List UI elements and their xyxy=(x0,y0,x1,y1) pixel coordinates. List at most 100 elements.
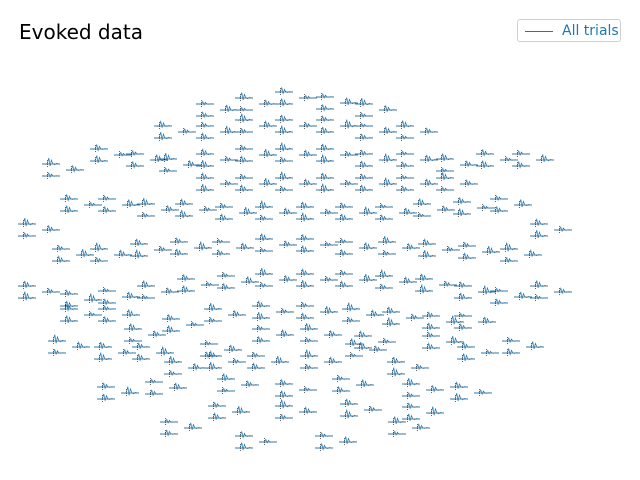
sensor-plot xyxy=(235,242,255,252)
sensor-trace-all-trials xyxy=(258,178,278,187)
sensor-trace-all-trials xyxy=(401,242,421,251)
sensor-trace-all-trials xyxy=(377,236,397,245)
sensor-plot xyxy=(174,210,194,220)
sensor-plot xyxy=(17,291,37,302)
sensor-trace-all-trials xyxy=(93,341,113,349)
sensor-trace-all-trials xyxy=(17,280,37,288)
sensor-plot xyxy=(319,276,339,284)
sensor-trace-all-trials xyxy=(511,160,531,169)
sensor-plot xyxy=(274,390,294,400)
sensor-trace-all-trials xyxy=(341,316,361,324)
sensor-trace-all-trials xyxy=(274,413,294,421)
sensor-trace-all-trials xyxy=(344,338,364,346)
sensor-group xyxy=(41,158,85,180)
sensor-trace-all-trials xyxy=(438,280,458,288)
sensor-trace-all-trials xyxy=(17,218,37,227)
sensor-plot xyxy=(334,279,354,290)
sensor-plot xyxy=(203,349,223,360)
sensor-trace-all-trials xyxy=(489,195,509,202)
sensor-group xyxy=(452,196,496,218)
sensor-plot xyxy=(298,94,318,102)
sensor-plot xyxy=(315,154,335,165)
sensor-plot xyxy=(234,430,254,440)
sensor-plot xyxy=(354,184,374,194)
sensor-trace-all-trials xyxy=(234,113,254,123)
sensor-trace-all-trials xyxy=(234,127,254,135)
sensor-plot xyxy=(278,206,298,217)
sensor-plot xyxy=(160,287,180,296)
sensor-plot xyxy=(17,280,37,290)
sensor-group xyxy=(203,349,247,372)
sensor-trace-all-trials xyxy=(374,203,394,209)
sensor-trace-all-trials xyxy=(153,132,173,141)
sensor-plot xyxy=(295,233,315,243)
sensor-trace-all-trials xyxy=(315,172,335,180)
sensor-plot xyxy=(125,160,145,170)
sensor-trace-all-trials xyxy=(319,306,339,315)
sensor-plot xyxy=(97,287,117,295)
sensor-trace-all-trials xyxy=(129,238,149,246)
sensor-group xyxy=(334,269,378,290)
sensor-group xyxy=(234,430,278,452)
sensor-trace-all-trials xyxy=(378,104,398,113)
sensor-plot xyxy=(453,323,473,332)
sensor-trace-all-trials xyxy=(89,155,109,163)
sensor-group xyxy=(144,378,188,398)
sensor-trace-all-trials xyxy=(419,127,439,135)
sensor-trace-all-trials xyxy=(529,217,549,226)
sensor-trace-all-trials xyxy=(395,120,415,129)
sensor-trace-all-trials xyxy=(414,273,434,281)
sensor-trace-all-trials xyxy=(278,206,298,215)
sensor-plot xyxy=(341,316,361,325)
sensor-trace-all-trials xyxy=(223,344,243,352)
sensor-trace-all-trials xyxy=(216,282,236,291)
sensor-group xyxy=(97,195,141,215)
sensor-trace-all-trials xyxy=(158,153,178,162)
sensor-trace-all-trials xyxy=(476,204,496,210)
sensor-plot xyxy=(499,156,519,164)
sensor-group xyxy=(341,302,385,325)
sensor-trace-all-trials xyxy=(195,184,215,193)
sensor-plot xyxy=(258,119,278,130)
sensor-group xyxy=(246,351,290,372)
sensor-trace-all-trials xyxy=(334,213,354,221)
sensor-plot xyxy=(254,214,274,223)
sensor-plot xyxy=(93,341,113,351)
sensor-group xyxy=(386,356,430,378)
sensor-trace-all-trials xyxy=(339,398,359,406)
sensor-trace-all-trials xyxy=(113,248,133,257)
sensor-group xyxy=(211,238,255,258)
sensor-plot xyxy=(97,205,117,215)
sensor-group xyxy=(47,334,91,357)
sensor-plot xyxy=(513,291,533,301)
sensor-trace-all-trials xyxy=(475,148,495,157)
sensor-trace-all-trials xyxy=(274,378,294,387)
sensor-plot xyxy=(501,347,521,357)
sensor-trace-all-trials xyxy=(144,378,164,384)
sensor-group xyxy=(417,237,461,260)
sensor-trace-all-trials xyxy=(387,416,407,424)
sensor-plot xyxy=(480,349,500,357)
sensor-plot xyxy=(234,92,254,102)
sensor-trace-all-trials xyxy=(177,128,197,135)
sensor-plot xyxy=(374,214,394,223)
sensor-plot xyxy=(401,378,421,388)
sensor-plot xyxy=(129,238,149,248)
sensor-trace-all-trials xyxy=(354,97,374,107)
sensor-trace-all-trials xyxy=(339,150,359,158)
sensor-group xyxy=(299,349,343,372)
sensor-plot xyxy=(258,99,278,108)
sensor-trace-all-trials xyxy=(159,429,179,437)
sensor-plot xyxy=(414,273,434,283)
sensor-plot xyxy=(195,184,215,194)
sensor-trace-all-trials xyxy=(163,370,183,377)
sensor-plot xyxy=(374,203,394,211)
sensor-plot xyxy=(125,150,145,158)
sensor-trace-all-trials xyxy=(97,305,117,312)
sensor-plot xyxy=(435,172,455,182)
sensor-plot xyxy=(453,292,473,302)
sensor-plot xyxy=(123,337,143,345)
sensor-trace-all-trials xyxy=(246,361,266,370)
sensor-trace-all-trials xyxy=(314,432,334,439)
sensor-plot xyxy=(97,195,117,203)
